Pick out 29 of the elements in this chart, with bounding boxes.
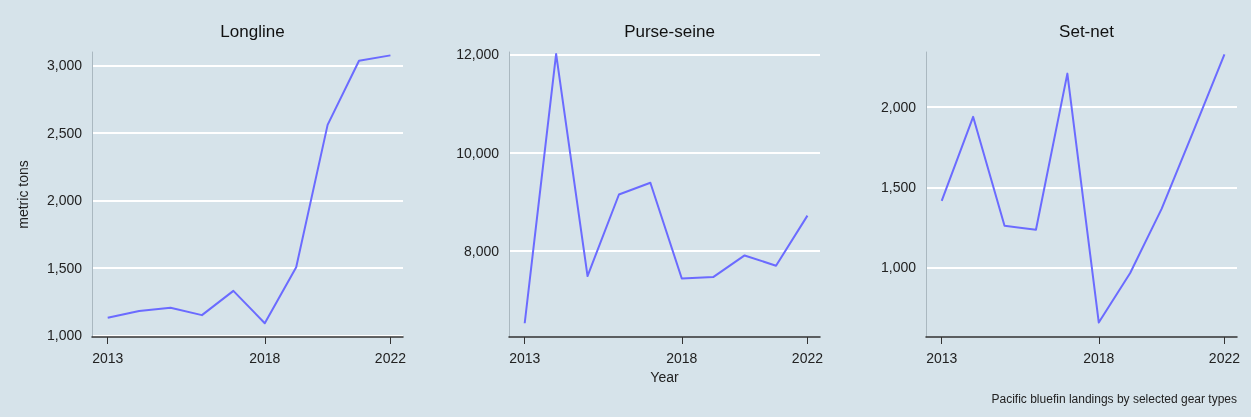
y-tick-label: 2,000 xyxy=(46,192,83,209)
chart-title: Longline xyxy=(220,22,285,41)
y-tick-label: 1,000 xyxy=(46,327,83,344)
line-series xyxy=(940,53,1226,324)
y-tick-label: 1,500 xyxy=(46,259,83,276)
text: Pacific bluefin landings by selected gear types xyxy=(991,392,1238,406)
y-tick-label: 10,000 xyxy=(456,144,500,161)
x-axis-title: Year xyxy=(650,368,679,385)
y-tick-label: 3,000 xyxy=(46,57,83,74)
chart-title: Purse-seine xyxy=(624,22,715,41)
x-tick-label: 2013 xyxy=(926,350,958,366)
x-tick-label: 2013 xyxy=(509,350,541,366)
x-tick-label: 2013 xyxy=(92,350,124,366)
y-tick-label: 12,000 xyxy=(456,46,500,63)
y-tick-label: 2,500 xyxy=(46,124,83,141)
x-tick-label: 2022 xyxy=(374,350,407,366)
y-tick-label: 1,500 xyxy=(880,179,917,196)
y-tick-label: 2,000 xyxy=(880,99,917,116)
x-tick-label: 2018 xyxy=(1083,350,1115,366)
x-tick-label: 2022 xyxy=(1208,350,1241,366)
line-series xyxy=(523,52,809,325)
y-tick-label: 8,000 xyxy=(463,243,500,260)
x-tick-label: 2022 xyxy=(791,350,824,366)
x-tick-label: 2018 xyxy=(666,350,698,366)
x-tick-label: 2018 xyxy=(249,350,281,366)
chart-title: Set-net xyxy=(1059,22,1115,41)
y-axis-title: metric tons xyxy=(15,160,31,229)
y-tick-label: 1,000 xyxy=(880,259,917,276)
line-series xyxy=(106,54,392,325)
